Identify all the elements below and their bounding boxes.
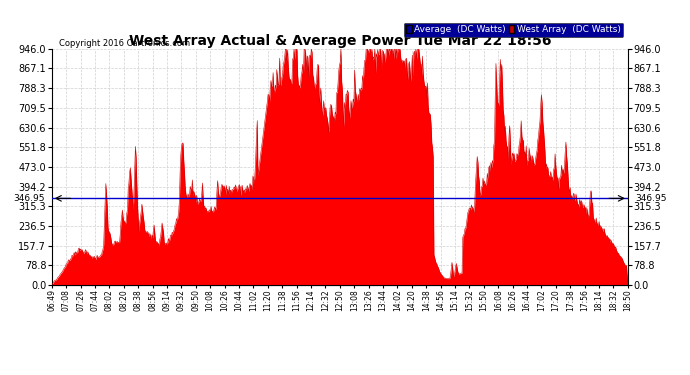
Title: West Array Actual & Average Power Tue Mar 22 18:56: West Array Actual & Average Power Tue Ma…: [128, 34, 551, 48]
Legend: Average  (DC Watts), West Array  (DC Watts): Average (DC Watts), West Array (DC Watts…: [404, 22, 623, 37]
Text: 346.95: 346.95: [13, 194, 45, 203]
Text: Copyright 2016 Cartronics.com: Copyright 2016 Cartronics.com: [59, 39, 190, 48]
Text: 346.95: 346.95: [635, 194, 667, 203]
